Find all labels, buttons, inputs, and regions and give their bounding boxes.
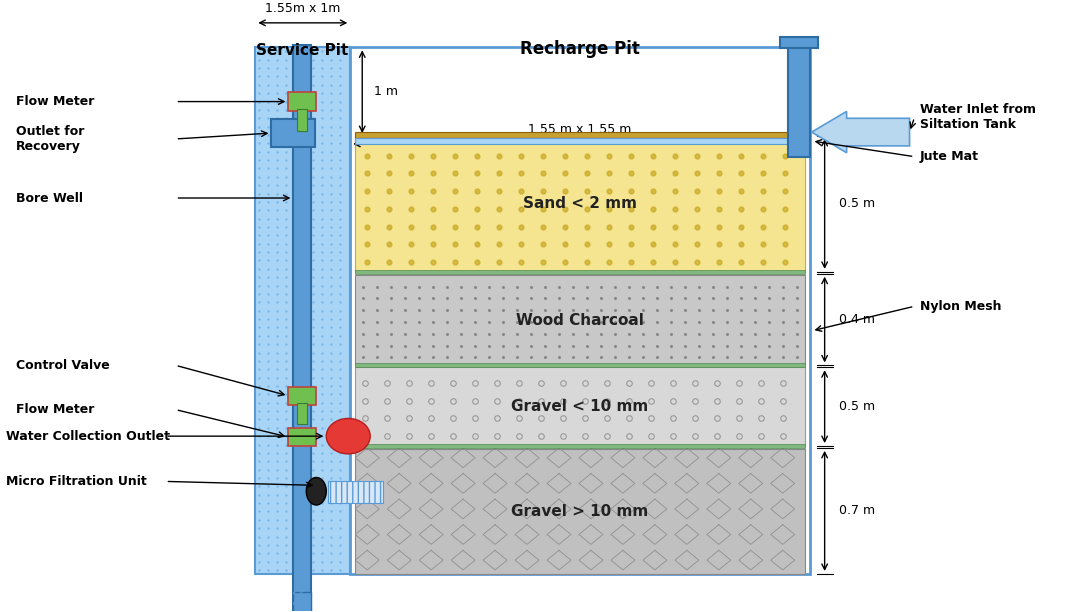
Text: Nylon Mesh: Nylon Mesh — [920, 300, 1002, 313]
Bar — [288, 92, 316, 111]
Text: Outlet for
Recovery: Outlet for Recovery — [15, 125, 84, 153]
Bar — [288, 428, 316, 446]
Bar — [350, 48, 810, 574]
Bar — [356, 136, 805, 272]
Bar — [780, 37, 817, 48]
FancyArrow shape — [812, 111, 910, 153]
Text: 0.5 m: 0.5 m — [839, 198, 875, 211]
Bar — [356, 132, 805, 138]
Text: 0.7 m: 0.7 m — [839, 504, 875, 517]
Text: Water Inlet from
Siltation Tank: Water Inlet from Siltation Tank — [920, 103, 1035, 132]
Text: 1.55m x 1m: 1.55m x 1m — [265, 2, 340, 15]
Text: Wood Charcoal: Wood Charcoal — [516, 313, 644, 327]
Text: Sand < 2 mm: Sand < 2 mm — [523, 196, 637, 211]
Text: Gravel < 10 mm: Gravel < 10 mm — [512, 399, 648, 414]
Bar — [272, 119, 315, 147]
Bar — [356, 275, 805, 365]
Text: Gravel > 10 mm: Gravel > 10 mm — [512, 504, 648, 519]
Bar — [298, 403, 308, 424]
Bar — [356, 270, 805, 274]
Bar — [356, 138, 805, 144]
Bar — [293, 45, 311, 611]
Text: Flow Meter: Flow Meter — [15, 403, 94, 416]
Text: 0.4 m: 0.4 m — [839, 313, 875, 326]
Text: 0.5 m: 0.5 m — [839, 400, 875, 413]
Bar — [356, 444, 805, 448]
Bar — [788, 43, 810, 157]
Bar — [356, 364, 805, 367]
Text: Bore Well: Bore Well — [15, 192, 83, 204]
Bar — [293, 592, 311, 612]
Text: Jute Mat: Jute Mat — [920, 150, 979, 163]
Text: Service Pit: Service Pit — [256, 43, 348, 58]
Bar — [255, 48, 350, 574]
Text: Water Collection Outlet: Water Collection Outlet — [5, 430, 170, 442]
Text: Micro Filtration Unit: Micro Filtration Unit — [5, 475, 146, 488]
Bar — [356, 449, 805, 574]
Text: 1 m: 1 m — [374, 85, 398, 99]
Ellipse shape — [307, 477, 326, 505]
Bar — [298, 110, 308, 131]
Bar — [288, 387, 316, 405]
Ellipse shape — [326, 419, 370, 454]
Text: Control Valve: Control Valve — [15, 359, 109, 372]
Bar — [328, 482, 383, 503]
Bar — [356, 367, 805, 446]
Text: 1.55 m x 1.55 m: 1.55 m x 1.55 m — [528, 123, 632, 136]
Text: Flow Meter: Flow Meter — [15, 95, 94, 108]
Text: Recharge Pit: Recharge Pit — [520, 40, 640, 58]
